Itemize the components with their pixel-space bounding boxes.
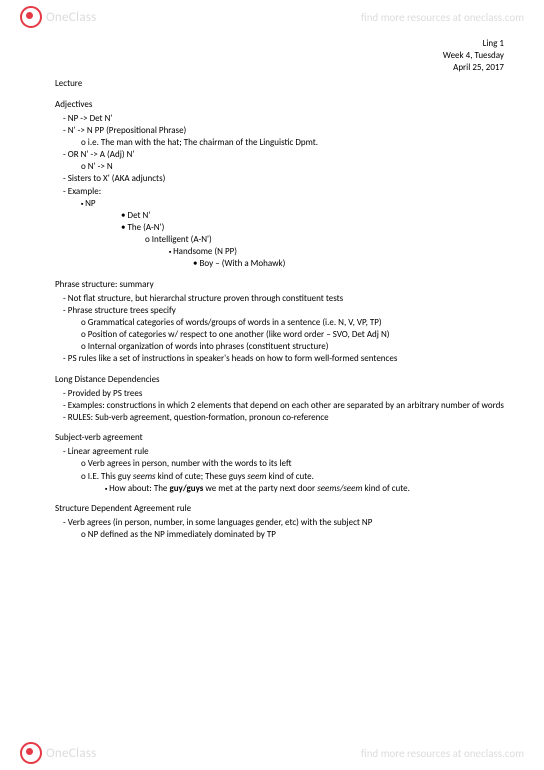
- footer-tagline: find more resources at oneclass.com: [361, 747, 524, 760]
- section-long-title: Long Distance Dependencies: [55, 374, 504, 386]
- tree-hand: Handsome (N PP) Boy – (With a Mohawk): [185, 246, 504, 270]
- tree-np-text: NP: [85, 198, 95, 209]
- section-adjectives-title: Adjectives: [55, 99, 504, 111]
- meta-date: April 25, 2017: [55, 62, 504, 74]
- sva-sub2d: seem: [247, 471, 266, 482]
- brand-name-footer: OneClass: [46, 746, 97, 761]
- phrase-l3: PS rules like a set of instructions in s…: [73, 353, 504, 365]
- tree-intel-text: Intelligent (A-N'): [152, 234, 212, 245]
- long-l2: Examples: constructions in which 2 eleme…: [73, 400, 504, 412]
- phrase-sub2: Position of categories w/ respect to one…: [97, 329, 504, 341]
- sva-sub2a: I.E. This guy: [88, 471, 133, 482]
- phrase-l2: Phrase structure trees specify Grammatic…: [73, 305, 504, 354]
- brand-logo-footer: OneClass: [20, 742, 97, 764]
- doc-header: OneClass find more resources at oneclass…: [0, 0, 544, 34]
- sva-sub2e: kind of cute.: [267, 471, 314, 482]
- rule-2: N' -> N PP (Prepositional Phrase) i.e. T…: [73, 125, 504, 149]
- phrase-l2-text: Phrase structure trees specify: [68, 305, 176, 316]
- brand-logo: OneClass: [20, 6, 97, 28]
- doc-footer: OneClass find more resources at oneclass…: [0, 736, 544, 770]
- section-sdar-title: Structure Dependent Agreement rule: [55, 503, 504, 515]
- phrase-sub1: Grammatical categories of words/groups o…: [97, 317, 504, 329]
- tree-the: The (A-N') Intelligent (A-N') Handsome (…: [137, 222, 504, 271]
- sisters: Sisters to X' (AKA adjuncts): [73, 173, 504, 185]
- rule-1: NP -> Det N': [73, 113, 504, 125]
- sva-sub2: I.E. This guy seems kind of cute; These …: [97, 471, 504, 495]
- meta-week: Week 4, Tuesday: [55, 50, 504, 62]
- long-list: Provided by PS trees Examples: construct…: [73, 388, 504, 424]
- sva-sub2c: kind of cute; These guys: [156, 471, 248, 482]
- example-label-text: Example:: [68, 186, 101, 197]
- sva-deep: How about: The guy/guys we met at the pa…: [121, 483, 504, 495]
- phrase-sub3: Internal organization of words into phra…: [97, 341, 504, 353]
- long-l3: RULES: Sub-verb agreement, question-form…: [73, 412, 504, 424]
- header-tagline: find more resources at oneclass.com: [361, 11, 524, 24]
- logo-circle-icon: [20, 6, 42, 28]
- logo-circle-icon-footer: [20, 742, 42, 764]
- tree-det: Det N': [137, 210, 504, 222]
- long-l1: Provided by PS trees: [73, 388, 504, 400]
- sva-list: Linear agreement rule Verb agrees in per…: [73, 446, 504, 495]
- lecture-label: Lecture: [55, 78, 504, 90]
- rule-or-sub: N' -> N: [97, 161, 504, 173]
- sdar-l1-text: Verb agrees (in person, number, in some …: [68, 517, 373, 528]
- sva-sub1: Verb agrees in person, number with the w…: [97, 458, 504, 470]
- tree-np: NP Det N' The (A-N') Intelligent (A-N'): [97, 198, 504, 271]
- rule-2-text: N' -> N PP (Prepositional Phrase): [68, 125, 187, 136]
- example-label: Example: NP Det N' The (A-N') Intelligen…: [73, 186, 504, 271]
- sdar-l1: Verb agrees (in person, number, in some …: [73, 517, 504, 541]
- meta-course: Ling 1: [55, 38, 504, 50]
- sva-deep5: kind of cute.: [363, 483, 410, 494]
- phrase-l1: Not flat structure, but hierarchal struc…: [73, 293, 504, 305]
- sva-sub2b: seems: [133, 471, 156, 482]
- sva-deep4: seems/seem: [317, 483, 362, 494]
- phrase-list: Not flat structure, but hierarchal struc…: [73, 293, 504, 366]
- sva-l1: Linear agreement rule Verb agrees in per…: [73, 446, 504, 495]
- brand-name: OneClass: [46, 10, 97, 25]
- section-sva-title: Subject-verb agreement: [55, 432, 504, 444]
- pp-example: i.e. The man with the hat; The chairman …: [97, 137, 504, 149]
- tree-intel: Intelligent (A-N') Handsome (N PP) Boy –…: [161, 234, 504, 270]
- page-content: Ling 1 Week 4, Tuesday April 25, 2017 Le…: [0, 34, 544, 581]
- tree-the-text: The (A-N'): [128, 222, 165, 233]
- sva-deep2: guy/guys: [169, 483, 203, 494]
- sva-deep1: How about: The: [109, 483, 169, 494]
- sva-l1-text: Linear agreement rule: [68, 446, 149, 457]
- section-phrase-title: Phrase structure: summary: [55, 279, 504, 291]
- adjectives-list: NP -> Det N' N' -> N PP (Prepositional P…: [73, 113, 504, 271]
- doc-meta: Ling 1 Week 4, Tuesday April 25, 2017: [55, 38, 504, 74]
- rule-or-text: OR N' -> A (Adj) N': [68, 149, 135, 160]
- sva-deep3: we met at the party next door: [203, 483, 317, 494]
- tree-hand-text: Handsome (N PP): [173, 246, 237, 257]
- rule-or: OR N' -> A (Adj) N' N' -> N: [73, 149, 504, 173]
- tree-boy: Boy – (With a Mohawk): [209, 258, 504, 270]
- sdar-sub1: NP defined as the NP immediately dominat…: [97, 529, 504, 541]
- sdar-list: Verb agrees (in person, number, in some …: [73, 517, 504, 541]
